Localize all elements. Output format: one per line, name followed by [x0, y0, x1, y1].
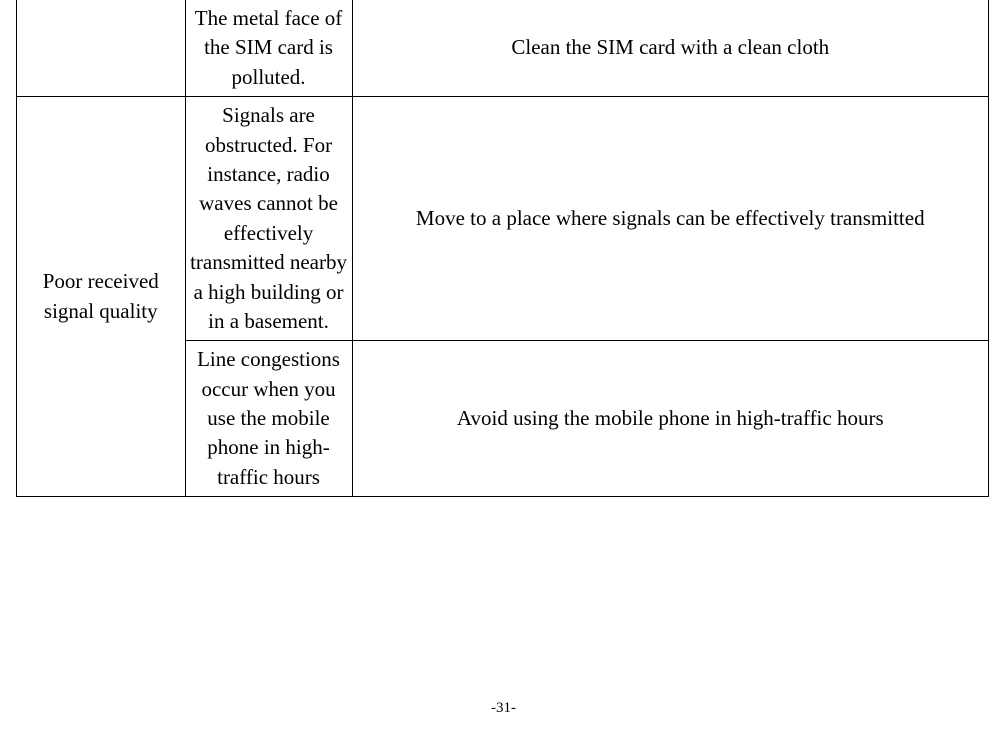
table-cell-solution: Clean the SIM card with a clean cloth — [352, 0, 988, 97]
table-cell-cause: Signals are obstructed. For instance, ra… — [185, 97, 352, 341]
page-number: -31- — [0, 700, 1007, 717]
table-cell-cause: Line congestions occur when you use the … — [185, 341, 352, 497]
table-cell-solution: Avoid using the mobile phone in high-tra… — [352, 341, 988, 497]
table-cell-cause: The metal face of the SIM card is pollut… — [185, 0, 352, 97]
table-cell-solution: Move to a place where signals can be eff… — [352, 97, 988, 341]
troubleshooting-table: The metal face of the SIM card is pollut… — [16, 0, 989, 497]
table-cell-problem — [17, 0, 186, 97]
table-cell-problem: Poor received signal quality — [17, 97, 186, 497]
